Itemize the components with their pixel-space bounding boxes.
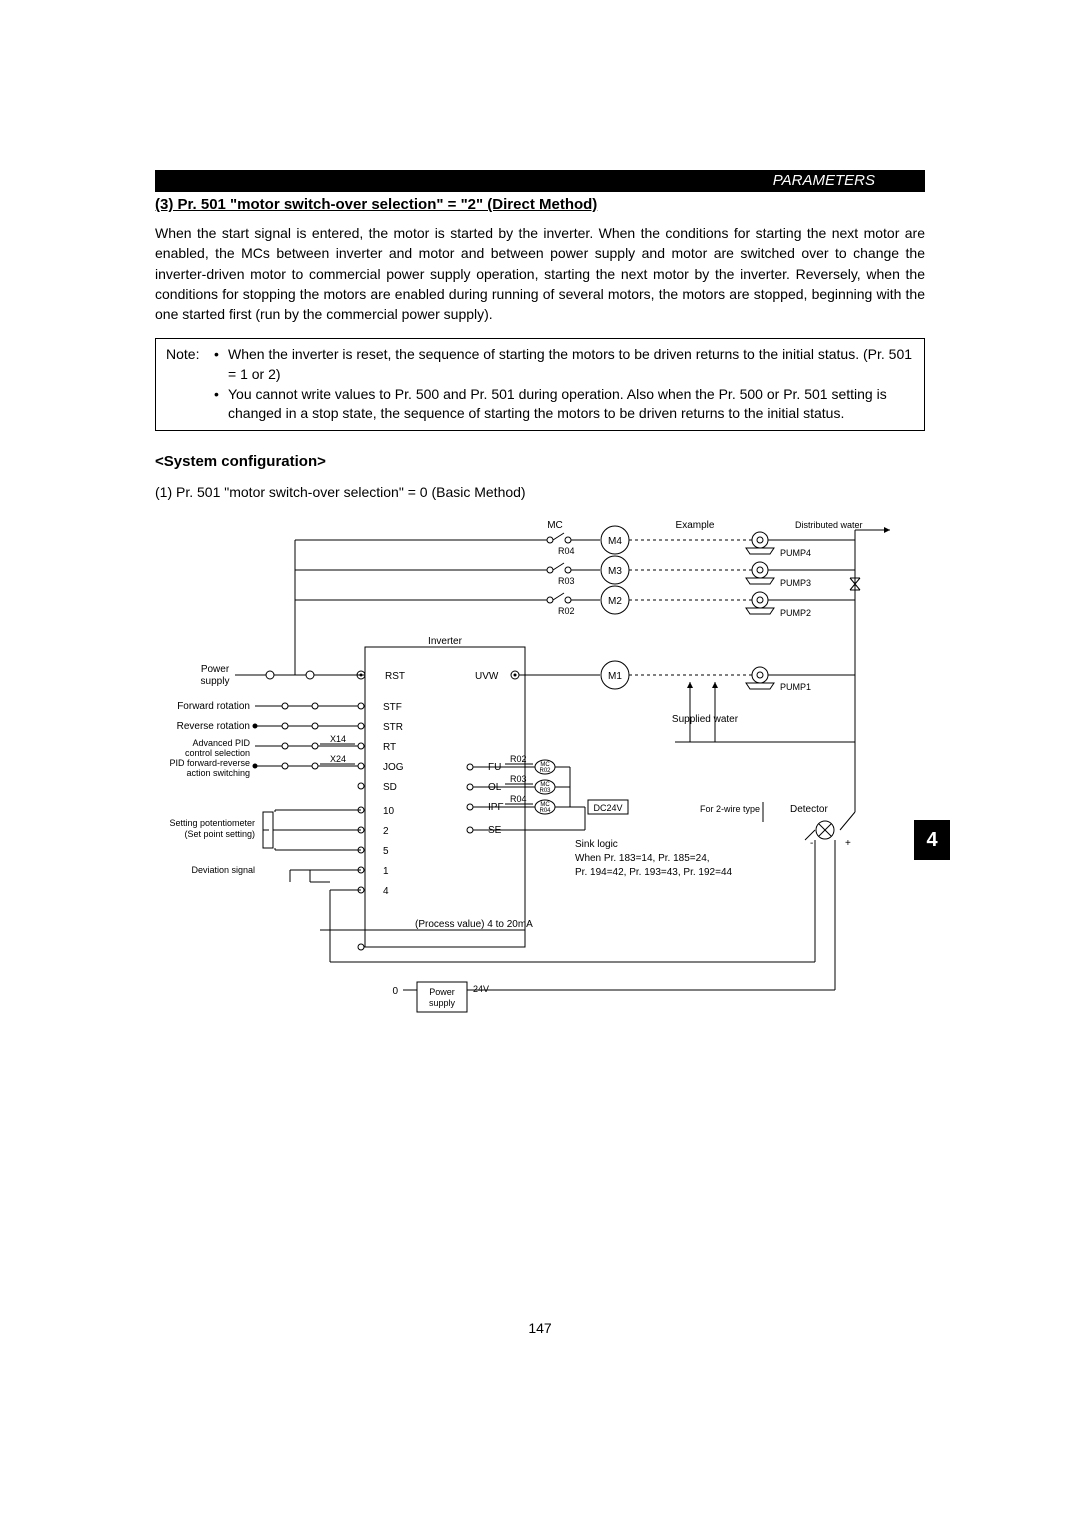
- svg-text:5: 5: [383, 846, 389, 857]
- svg-text:M2: M2: [608, 596, 622, 607]
- svg-text:(Process value) 4 to 20mA: (Process value) 4 to 20mA: [415, 919, 533, 930]
- svg-text:STR: STR: [383, 722, 403, 733]
- svg-text:JOG: JOG: [383, 762, 404, 773]
- svg-text:X14: X14: [330, 734, 346, 744]
- svg-text:Power: Power: [201, 664, 230, 675]
- svg-text:supply: supply: [201, 676, 230, 687]
- svg-text:MC: MC: [547, 520, 563, 531]
- svg-text:Supplied water: Supplied water: [672, 714, 739, 725]
- svg-text:Reverse rotation: Reverse rotation: [177, 721, 250, 732]
- svg-text:Detector: Detector: [790, 804, 828, 815]
- svg-text:(Set point setting): (Set point setting): [184, 829, 255, 839]
- svg-text:supply: supply: [429, 998, 456, 1008]
- note-box: Note: • When the inverter is reset, the …: [155, 338, 925, 430]
- svg-text:Distributed water: Distributed water: [795, 520, 863, 530]
- bullet-icon: •: [214, 345, 228, 384]
- svg-text:UVW: UVW: [475, 671, 499, 682]
- svg-text:R04: R04: [558, 546, 575, 556]
- note-text-2: You cannot write values to Pr. 500 and P…: [228, 385, 914, 424]
- svg-text:M4: M4: [608, 536, 622, 547]
- svg-text:PID forward-reverse: PID forward-reverse: [169, 758, 250, 768]
- subsection-title: <System configuration>: [155, 453, 925, 470]
- svg-text:SD: SD: [383, 782, 397, 793]
- svg-text:Setting potentiometer: Setting potentiometer: [169, 818, 255, 828]
- header-text: PARAMETERS: [773, 172, 875, 189]
- svg-text:24V: 24V: [473, 984, 489, 994]
- svg-text:For 2-wire type: For 2-wire type: [700, 804, 760, 814]
- svg-text:R04: R04: [539, 808, 551, 814]
- system-diagram: Inverter Power supply RST UVW MC: [155, 512, 925, 1072]
- svg-text:Forward rotation: Forward rotation: [177, 701, 250, 712]
- svg-text:R03: R03: [558, 576, 575, 586]
- svg-text:R02: R02: [539, 768, 551, 774]
- svg-text:PUMP1: PUMP1: [780, 682, 811, 692]
- svg-text:R02: R02: [510, 754, 527, 764]
- svg-text:Deviation signal: Deviation signal: [191, 865, 255, 875]
- svg-text:0: 0: [392, 986, 398, 997]
- page-number: 147: [528, 1320, 551, 1336]
- svg-text:4: 4: [383, 886, 389, 897]
- svg-text:PUMP2: PUMP2: [780, 608, 811, 618]
- svg-text:Advanced PID: Advanced PID: [192, 738, 250, 748]
- svg-text:10: 10: [383, 806, 395, 817]
- svg-text:STF: STF: [383, 702, 402, 713]
- side-tab: 4: [914, 820, 950, 860]
- svg-text:M3: M3: [608, 566, 622, 577]
- note-label: Note:: [166, 345, 214, 384]
- svg-text:M1: M1: [608, 671, 622, 682]
- bullet-icon: •: [214, 385, 228, 424]
- diagram-caption: (1) Pr. 501 "motor switch-over selection…: [155, 484, 925, 500]
- svg-text:R03: R03: [510, 774, 527, 784]
- section-title: (3) Pr. 501 "motor switch-over selection…: [155, 196, 925, 213]
- svg-text:+: +: [845, 838, 851, 849]
- header-bar: PARAMETERS: [155, 170, 925, 192]
- svg-text:control selection: control selection: [185, 748, 250, 758]
- svg-text:PUMP3: PUMP3: [780, 578, 811, 588]
- svg-text:RT: RT: [383, 742, 396, 753]
- svg-text:RST: RST: [385, 671, 405, 682]
- svg-text:R02: R02: [558, 606, 575, 616]
- svg-text:X24: X24: [330, 754, 346, 764]
- svg-text:PUMP4: PUMP4: [780, 548, 811, 558]
- svg-text:2: 2: [383, 826, 389, 837]
- svg-text:Example: Example: [676, 520, 715, 531]
- svg-text:When Pr. 183=14, Pr. 185=24,: When Pr. 183=14, Pr. 185=24,: [575, 853, 710, 864]
- svg-text:1: 1: [383, 866, 389, 877]
- svg-text:action switching: action switching: [186, 768, 250, 778]
- svg-text:Sink logic: Sink logic: [575, 839, 618, 850]
- svg-text:Pr. 194=42, Pr. 193=43, Pr. 19: Pr. 194=42, Pr. 193=43, Pr. 192=44: [575, 867, 733, 878]
- note-text-1: When the inverter is reset, the sequence…: [228, 345, 914, 384]
- svg-text:R03: R03: [539, 788, 551, 794]
- svg-text:-: -: [810, 838, 813, 849]
- svg-text:DC24V: DC24V: [593, 803, 622, 813]
- svg-text:Power: Power: [429, 987, 455, 997]
- svg-text:Inverter: Inverter: [428, 636, 463, 647]
- body-paragraph: When the start signal is entered, the mo…: [155, 223, 925, 324]
- svg-text:R04: R04: [510, 794, 527, 804]
